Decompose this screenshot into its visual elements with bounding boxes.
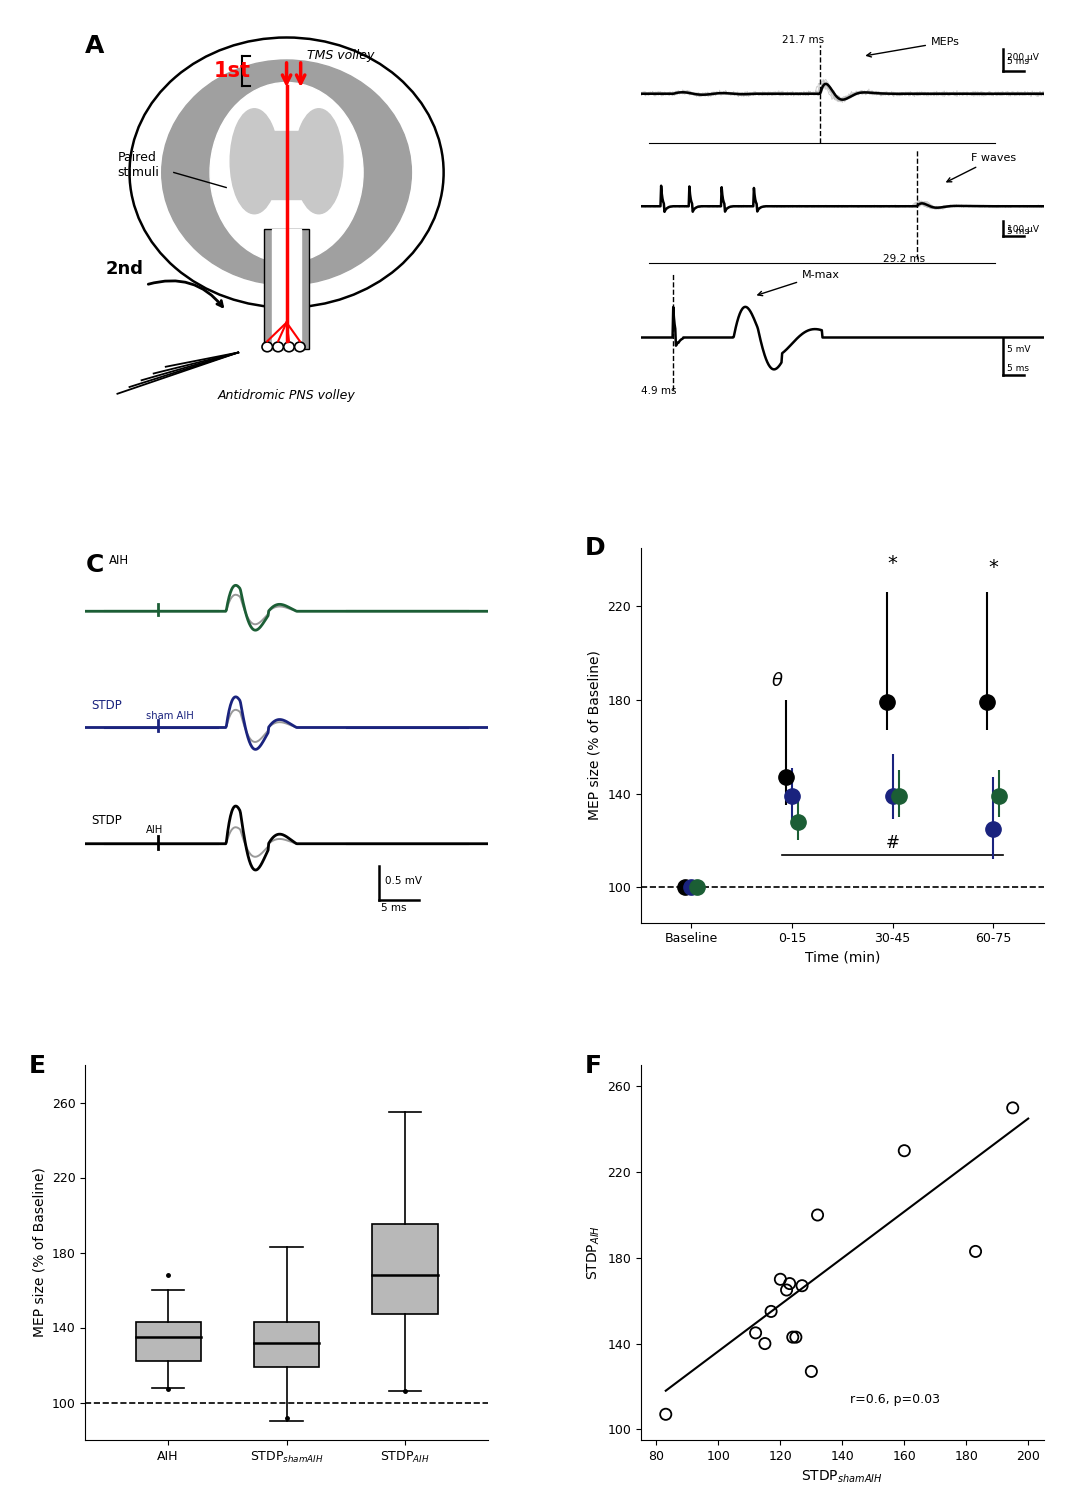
Text: r=0.6, p=0.03: r=0.6, p=0.03: [850, 1392, 940, 1406]
Text: 5 mV: 5 mV: [1007, 345, 1031, 354]
Point: [772, 1268, 789, 1292]
Text: D: D: [585, 537, 605, 561]
Text: 29.2 ms: 29.2 ms: [883, 255, 924, 264]
Bar: [262, 132, 311, 200]
Circle shape: [273, 342, 283, 352]
Text: 1st: 1st: [214, 62, 251, 81]
Text: 5 ms: 5 ms: [1007, 364, 1030, 374]
Bar: [373, 1224, 438, 1314]
Text: 5 ms: 5 ms: [1007, 57, 1030, 66]
Text: MEPs: MEPs: [867, 38, 960, 57]
Text: 2nd: 2nd: [105, 260, 144, 278]
Text: θ: θ: [771, 672, 783, 690]
Bar: [264, 230, 309, 350]
Text: AIH: AIH: [146, 825, 164, 836]
Point: [763, 1299, 780, 1323]
Text: 200 μV: 200 μV: [1007, 53, 1039, 62]
Text: C: C: [86, 554, 104, 578]
Bar: [135, 1322, 200, 1362]
X-axis label: Time (min): Time (min): [805, 951, 880, 964]
Point: [747, 1322, 764, 1346]
Text: 100 μV: 100 μV: [1007, 225, 1039, 234]
Text: M-max: M-max: [758, 270, 840, 296]
Text: F waves: F waves: [947, 153, 1016, 182]
Text: *: *: [888, 554, 898, 573]
Text: 4.9 ms: 4.9 ms: [641, 386, 676, 396]
Text: 0.5 mV: 0.5 mV: [386, 876, 422, 885]
Point: [1004, 1096, 1021, 1120]
Point: [657, 1402, 674, 1426]
Point: [803, 1359, 820, 1383]
Point: [896, 1138, 913, 1162]
Ellipse shape: [210, 82, 363, 262]
Bar: [273, 230, 300, 350]
Point: [779, 1278, 796, 1302]
Text: sham AIH: sham AIH: [146, 711, 194, 720]
Text: E: E: [29, 1053, 46, 1077]
Y-axis label: MEP size (% of Baseline): MEP size (% of Baseline): [32, 1167, 46, 1338]
Text: #: #: [886, 834, 900, 852]
Point: [784, 1324, 801, 1348]
Ellipse shape: [230, 110, 279, 214]
Point: [781, 1272, 798, 1296]
Text: 5 ms: 5 ms: [1007, 228, 1030, 237]
Point: [787, 1324, 804, 1348]
Point: [809, 1203, 826, 1227]
Text: STDP: STDP: [92, 699, 122, 712]
Point: [967, 1239, 984, 1263]
Text: A: A: [85, 34, 104, 57]
X-axis label: STDP$_{sham AIH}$: STDP$_{sham AIH}$: [802, 1468, 883, 1485]
Circle shape: [262, 342, 273, 352]
Text: F: F: [585, 1053, 602, 1077]
Ellipse shape: [295, 110, 343, 214]
Text: AIH: AIH: [109, 555, 129, 567]
Y-axis label: MEP size (% of Baseline): MEP size (% of Baseline): [588, 650, 602, 820]
Point: [793, 1274, 810, 1298]
Text: TMS volley: TMS volley: [307, 50, 374, 62]
Text: 21.7 ms: 21.7 ms: [782, 34, 824, 45]
Circle shape: [283, 342, 294, 352]
Y-axis label: STDP$_{AIH}$: STDP$_{AIH}$: [586, 1226, 602, 1280]
Text: STDP: STDP: [92, 813, 122, 826]
Point: [756, 1332, 773, 1356]
Text: 5 ms: 5 ms: [381, 903, 407, 914]
Ellipse shape: [130, 38, 444, 308]
Text: Paired
stimuli: Paired stimuli: [117, 152, 160, 178]
Circle shape: [295, 342, 305, 352]
Bar: [253, 1322, 320, 1366]
Ellipse shape: [162, 60, 411, 285]
Text: *: *: [988, 558, 998, 578]
Text: Antidromic PNS volley: Antidromic PNS volley: [217, 390, 356, 402]
